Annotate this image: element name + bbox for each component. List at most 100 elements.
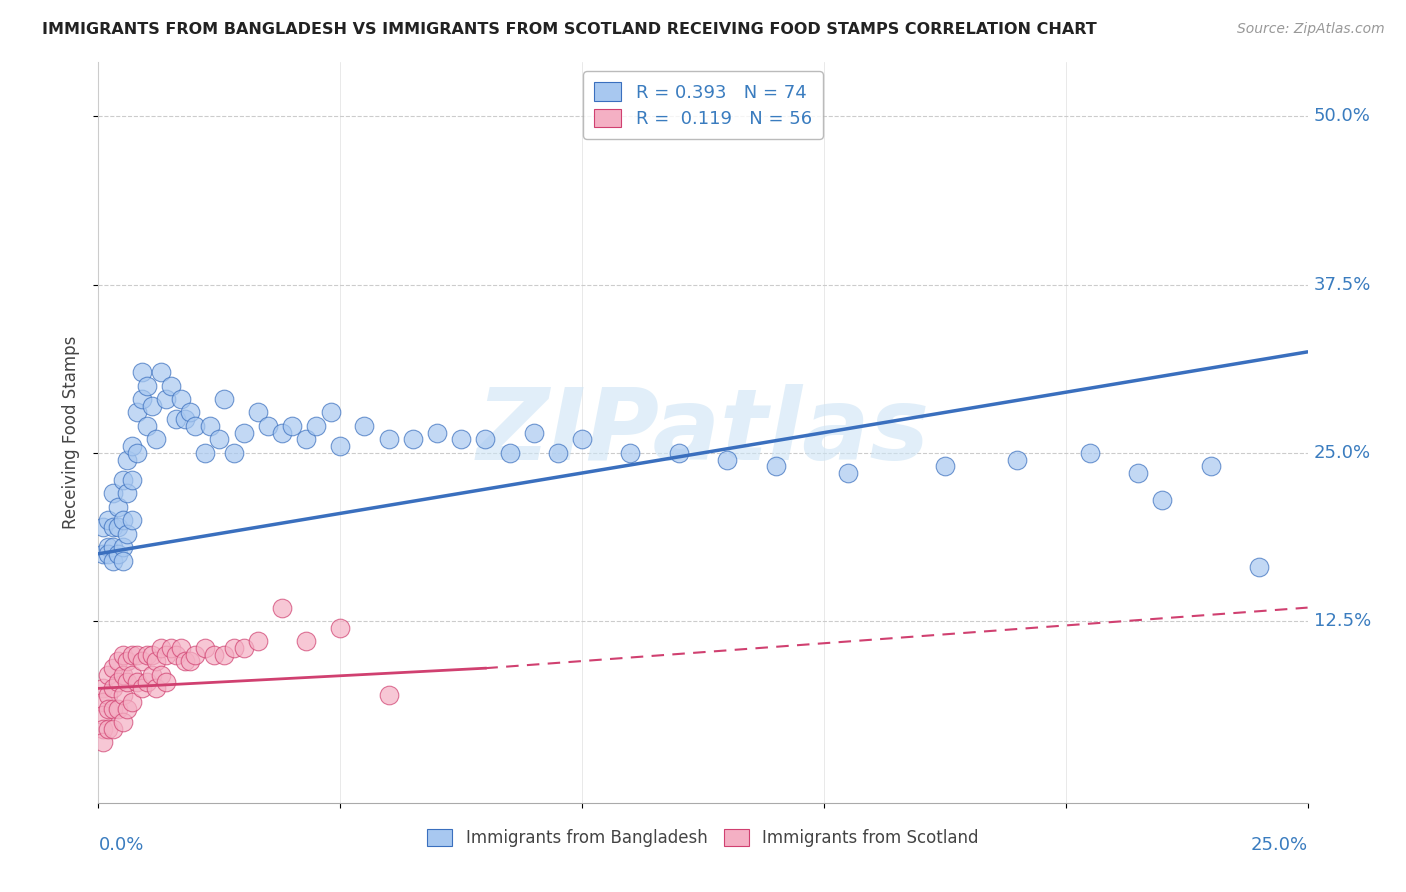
Point (247, 405, 270, 419)
Point (131, 655, 153, 669)
Point (127, 648, 149, 662)
Point (141, 668, 163, 682)
Point (107, 520, 129, 534)
Point (111, 714, 134, 729)
Point (111, 668, 134, 682)
Point (101, 553, 124, 567)
Point (101, 701, 124, 715)
Point (111, 648, 134, 662)
Point (222, 446, 245, 460)
Point (194, 640, 217, 655)
Point (97, 668, 120, 682)
Point (111, 688, 134, 702)
Text: 12.5%: 12.5% (1313, 612, 1371, 630)
Point (155, 392, 177, 406)
Point (1199, 459, 1222, 474)
Point (117, 486, 139, 500)
Point (184, 648, 207, 662)
Point (271, 425, 294, 440)
Point (256, 418, 278, 433)
Point (107, 701, 129, 715)
Point (97, 722, 120, 736)
Point (571, 433, 593, 447)
Point (145, 433, 167, 447)
Point (101, 661, 124, 675)
Point (91, 681, 114, 696)
Point (194, 446, 217, 460)
Point (121, 513, 143, 527)
Point (111, 473, 134, 487)
Point (198, 418, 221, 433)
Point (1249, 560, 1271, 574)
Point (169, 392, 191, 406)
Point (232, 425, 254, 440)
Point (837, 466, 859, 480)
Point (97, 547, 120, 561)
Point (91, 722, 114, 736)
Point (155, 648, 177, 662)
Point (450, 433, 472, 447)
Text: 0.0%: 0.0% (98, 837, 143, 855)
Point (107, 500, 129, 514)
Point (117, 526, 139, 541)
Point (91, 708, 114, 723)
Point (121, 473, 143, 487)
Point (131, 392, 153, 406)
Point (179, 405, 201, 419)
Point (117, 701, 139, 715)
Text: 50.0%: 50.0% (1313, 107, 1371, 125)
Point (121, 439, 143, 453)
Point (117, 655, 139, 669)
Point (145, 681, 167, 696)
Point (1152, 492, 1174, 507)
Point (305, 418, 328, 433)
Point (101, 540, 124, 554)
Point (101, 486, 124, 500)
Point (131, 365, 153, 379)
Point (474, 433, 496, 447)
Point (204, 648, 226, 662)
Point (212, 392, 235, 406)
Point (97, 701, 120, 715)
Point (377, 433, 399, 447)
Point (547, 446, 569, 460)
Point (117, 674, 139, 689)
Point (329, 439, 352, 453)
Text: 25.0%: 25.0% (1313, 444, 1371, 462)
Point (329, 621, 352, 635)
Point (295, 433, 318, 447)
Point (165, 412, 187, 426)
Point (127, 446, 149, 460)
Point (141, 648, 163, 662)
Point (121, 668, 143, 682)
Point (716, 452, 738, 467)
Point (208, 433, 231, 447)
Text: Source: ZipAtlas.com: Source: ZipAtlas.com (1237, 22, 1385, 37)
Point (232, 640, 254, 655)
Point (135, 418, 157, 433)
Point (107, 655, 129, 669)
Text: IMMIGRANTS FROM BANGLADESH VS IMMIGRANTS FROM SCOTLAND RECEIVING FOOD STAMPS COR: IMMIGRANTS FROM BANGLADESH VS IMMIGRANTS… (42, 22, 1097, 37)
Point (111, 513, 134, 527)
Point (91, 695, 114, 709)
Point (91, 520, 114, 534)
Point (668, 446, 690, 460)
Point (101, 681, 124, 696)
Point (101, 722, 124, 736)
Text: ZIPatlas: ZIPatlas (477, 384, 929, 481)
Point (97, 688, 120, 702)
Point (765, 459, 787, 474)
Point (934, 459, 956, 474)
Point (165, 648, 187, 662)
Point (1078, 446, 1101, 460)
Point (155, 674, 177, 689)
Point (127, 405, 149, 419)
Point (131, 681, 153, 696)
Point (426, 425, 449, 440)
Point (121, 648, 143, 662)
Point (402, 433, 425, 447)
Point (222, 640, 245, 655)
Point (101, 520, 124, 534)
Point (141, 399, 163, 413)
Point (619, 446, 641, 460)
